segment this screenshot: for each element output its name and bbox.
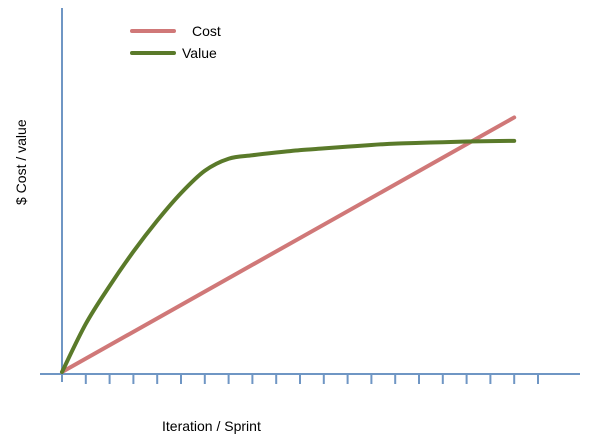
x-axis-title: Iteration / Sprint (162, 418, 261, 434)
x-axis-ticks (84, 374, 539, 384)
legend-label-cost: Cost (192, 23, 221, 39)
legend: Cost Value (130, 23, 221, 61)
legend-label-value: Value (182, 45, 217, 61)
y-axis-title: $ Cost / value (13, 119, 29, 205)
series-line-cost (60, 115, 517, 374)
series-line-value (60, 138, 517, 374)
series-layer (60, 115, 517, 374)
